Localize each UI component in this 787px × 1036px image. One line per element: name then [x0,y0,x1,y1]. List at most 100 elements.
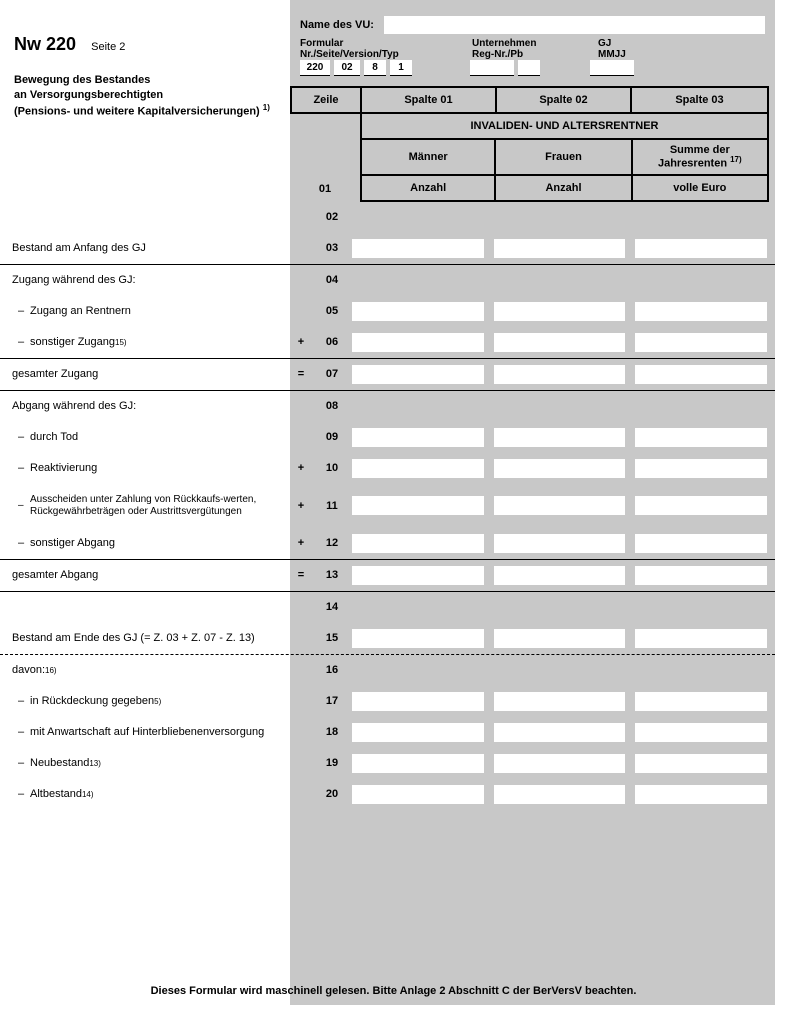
input-13-c3[interactable] [635,566,767,585]
form-code: Nw 220 [14,34,76,55]
formular-label: Formular [300,38,456,49]
input-19-c2[interactable] [494,754,626,773]
hdr-frauen: Frauen [496,140,632,176]
input-20-c3[interactable] [635,785,767,804]
hdr-zeile: Zeile [292,88,362,112]
input-06-c2[interactable] [494,333,626,352]
row-15: Bestand am Ende des GJ (= Z. 03 + Z. 07 … [290,623,775,654]
row-12: sonstiger Abgang+12 [290,528,775,559]
input-11-c3[interactable] [635,496,767,515]
row-09: durch Tod09 [290,422,775,453]
gj-boxes [590,60,638,76]
input-03-c1[interactable] [352,239,484,258]
input-05-c3[interactable] [635,302,767,321]
sign-11: + [290,500,312,512]
input-15-c1[interactable] [352,629,484,648]
subtitle-sup: 1) [263,103,270,112]
hdr-s03: Spalte 03 [632,88,767,112]
input-09-c2[interactable] [494,428,626,447]
row-03: Bestand am Anfang des GJ03 [290,233,775,264]
meta-boxes: 220 02 8 1 [290,60,775,86]
left-header: Nw 220 Seite 2 Bewegung des Bestandes an… [14,34,274,119]
gj-sub: MMJJ [598,49,626,60]
row-11: Ausscheiden unter Zahlung von Rückkaufs-… [290,484,775,528]
row-label-13: gesamter Abgang [12,560,280,591]
input-11-c1[interactable] [352,496,484,515]
input-18-c3[interactable] [635,723,767,742]
row-17: in Rückdeckung gegeben 5)17 [290,686,775,717]
hdr-summe: Summe der Jahresrenten 17) [633,140,769,176]
input-17-c1[interactable] [352,692,484,711]
page: Nw 220 Seite 2 Bewegung des Bestandes an… [0,0,787,1005]
input-15-c3[interactable] [635,629,767,648]
vu-row: Name des VU: [290,12,775,36]
input-09-c3[interactable] [635,428,767,447]
unternehmen-sub: Reg-Nr./Pb [472,49,582,60]
box-typ: 1 [390,60,412,76]
input-12-c3[interactable] [635,534,767,553]
vu-input[interactable] [384,16,765,34]
input-10-c2[interactable] [494,459,626,478]
zeile-num-13: 13 [312,569,352,581]
zeile-num-09: 09 [312,431,352,443]
input-09-c1[interactable] [352,428,484,447]
input-05-c2[interactable] [494,302,626,321]
sign-12: + [290,537,312,549]
row-14: 14 [290,592,775,623]
row-07: gesamter Zugang=07 [290,359,775,390]
input-18-c1[interactable] [352,723,484,742]
input-07-c3[interactable] [635,365,767,384]
cells-12 [352,534,775,553]
input-07-c1[interactable] [352,365,484,384]
input-12-c2[interactable] [494,534,626,553]
row-label-15: Bestand am Ende des GJ (= Z. 03 + Z. 07 … [12,623,280,654]
header-sub2: 01 Anzahl Anzahl volle Euro [290,176,769,202]
cells-20 [352,785,775,804]
input-15-c2[interactable] [494,629,626,648]
input-17-c3[interactable] [635,692,767,711]
input-18-c2[interactable] [494,723,626,742]
row-label-18: mit Anwartschaft auf Hinterbliebenenvers… [12,717,280,748]
header-sub1: Männer Frauen Summe der Jahresrenten 17) [360,140,769,176]
cells-11 [352,496,775,515]
hdr-euro: volle Euro [633,176,769,202]
input-05-c1[interactable] [352,302,484,321]
input-20-c2[interactable] [494,785,626,804]
input-03-c3[interactable] [635,239,767,258]
hdr-s02: Spalte 02 [497,88,632,112]
input-06-c3[interactable] [635,333,767,352]
subtitle-line2: an Versorgungsberechtigten [14,89,163,101]
subtitle-line3: (Pensions- und weitere Kapitalversicheru… [14,105,260,117]
input-17-c2[interactable] [494,692,626,711]
zeile-num-16: 16 [312,664,352,676]
row-05: Zugang an Rentnern05 [290,296,775,327]
input-13-c1[interactable] [352,566,484,585]
box-seite: 02 [334,60,360,76]
row-label-10: Reaktivierung [12,453,280,484]
cells-10 [352,459,775,478]
regnr-input[interactable] [470,60,514,76]
input-19-c1[interactable] [352,754,484,773]
gj-label: GJ [598,38,626,49]
input-07-c2[interactable] [494,365,626,384]
row-10: Reaktivierung+10 [290,453,775,484]
input-20-c1[interactable] [352,785,484,804]
box-version: 8 [364,60,386,76]
zeile-num-19: 19 [312,757,352,769]
input-19-c3[interactable] [635,754,767,773]
pb-input[interactable] [518,60,540,76]
cells-05 [352,302,775,321]
hdr-anzahl2: Anzahl [496,176,632,202]
input-03-c2[interactable] [494,239,626,258]
input-06-c1[interactable] [352,333,484,352]
input-11-c2[interactable] [494,496,626,515]
hdr-row01: 01 [290,176,360,202]
mmjj-input[interactable] [590,60,634,76]
input-10-c1[interactable] [352,459,484,478]
row-08: Abgang während des GJ:08 [290,391,775,422]
sign-10: + [290,462,312,474]
input-12-c1[interactable] [352,534,484,553]
box-nr: 220 [300,60,330,76]
input-10-c3[interactable] [635,459,767,478]
input-13-c2[interactable] [494,566,626,585]
